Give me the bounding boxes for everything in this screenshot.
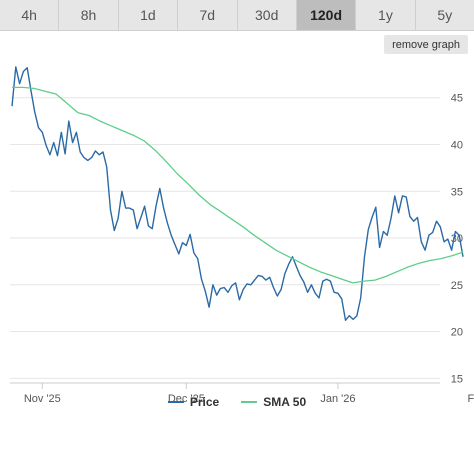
x-tick-label: Feb '26: [468, 393, 474, 405]
y-tick-label: 25: [451, 280, 463, 292]
y-tick-label: 15: [451, 373, 463, 385]
y-tick-label: 35: [451, 186, 463, 198]
time-range-tabs: 4h 8h 1d 7d 30d 120d 1y 5y: [0, 0, 474, 31]
y-tick-label: 40: [451, 140, 463, 152]
y-tick-label: 45: [451, 93, 463, 105]
tab-7d[interactable]: 7d: [178, 0, 238, 30]
tab-1y[interactable]: 1y: [356, 0, 416, 30]
y-tick-label: 20: [451, 327, 463, 339]
sma-50-line: [12, 86, 464, 284]
x-tick-label: Jan '26: [320, 393, 355, 405]
remove-graph-button[interactable]: remove graph: [384, 35, 468, 54]
tab-1d[interactable]: 1d: [119, 0, 179, 30]
tab-5y[interactable]: 5y: [437, 7, 453, 23]
tab-30d[interactable]: 30d: [238, 0, 297, 30]
legend-item-price[interactable]: Price: [167, 395, 220, 409]
tab-120d[interactable]: 120d: [296, 0, 357, 30]
legend-swatch-price: [167, 401, 184, 403]
tab-4h[interactable]: 4h: [0, 0, 60, 30]
legend-label-sma-50: SMA 50: [263, 395, 307, 409]
legend-item-sma-50[interactable]: SMA 50: [241, 395, 306, 409]
tab-8h[interactable]: 8h: [59, 0, 119, 30]
legend: Price SMA 50: [0, 392, 474, 412]
price-line: [11, 66, 464, 321]
legend-label-price: Price: [189, 395, 220, 409]
legend-swatch-sma-50: [241, 401, 258, 403]
x-tick-label: Nov '25: [24, 393, 61, 405]
